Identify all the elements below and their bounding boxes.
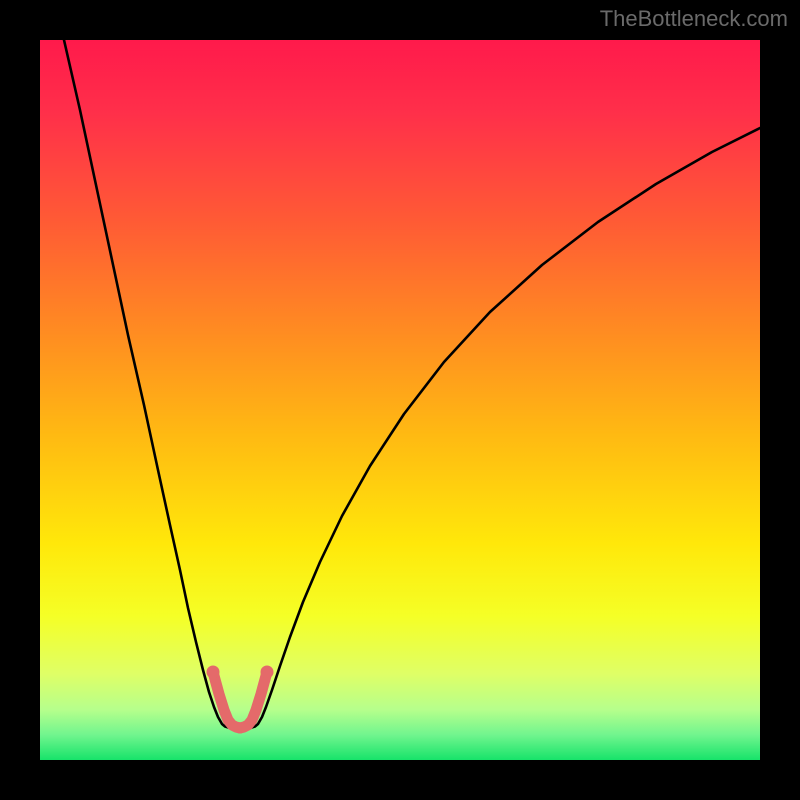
marker-dot [261,666,274,679]
marker-dot [207,666,220,679]
plot-background [40,40,760,760]
figure-root: TheBottleneck.com [0,0,800,800]
bottleneck-chart-svg [0,0,800,800]
marker-dot [256,689,266,699]
watermark-text: TheBottleneck.com [600,6,788,32]
marker-dot [251,705,261,715]
